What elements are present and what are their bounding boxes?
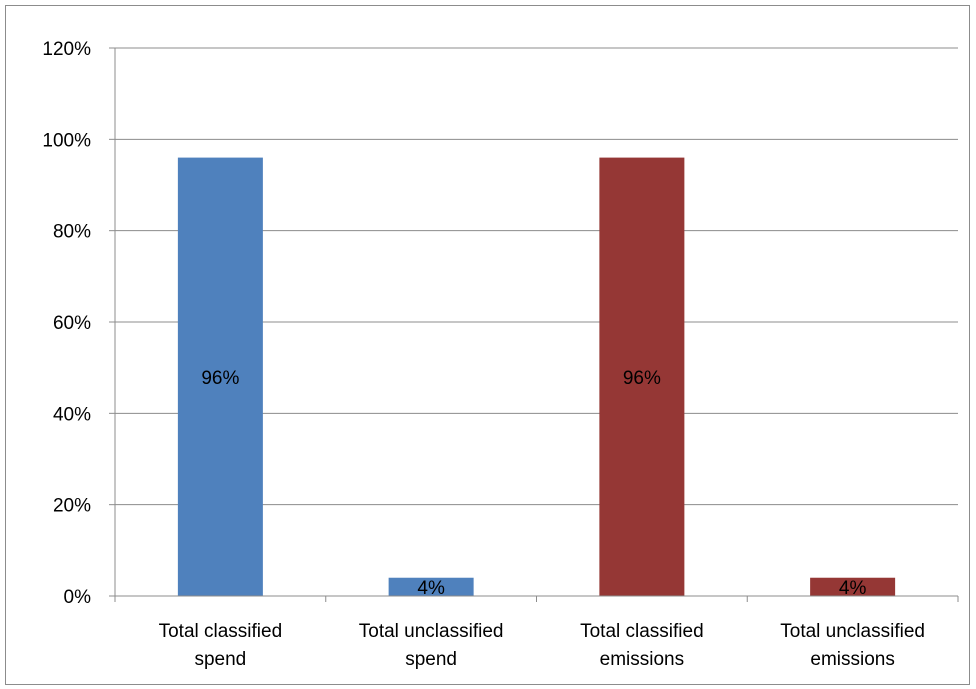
bar xyxy=(810,577,896,596)
bars xyxy=(177,157,896,596)
y-tick-label: 60% xyxy=(53,313,91,334)
category-labels: Total classified spend Total unclassified s… xyxy=(159,621,925,670)
chart-frame xyxy=(5,5,970,685)
data-label: 96% xyxy=(623,368,661,389)
category-label: Total classified spend xyxy=(159,621,283,670)
y-tick-labels: 0% 20% 40% 60% 80% 100% 120% xyxy=(42,39,91,608)
y-tick-label: 20% xyxy=(53,496,91,517)
y-tick-label: 80% xyxy=(53,222,91,243)
axes xyxy=(109,47,959,602)
category-label: Total classified emissions xyxy=(580,621,704,670)
category-label: Total unclassified spend xyxy=(359,621,504,670)
data-labels: 96% 4% 96% 4% xyxy=(201,368,866,599)
y-tick-label: 0% xyxy=(64,587,92,608)
bar xyxy=(177,157,263,596)
y-tick-label: 100% xyxy=(42,130,91,151)
bar xyxy=(599,157,685,596)
y-tick-label: 40% xyxy=(53,404,91,425)
y-tick-label: 120% xyxy=(42,39,91,60)
data-label: 4% xyxy=(417,578,445,599)
data-label: 96% xyxy=(201,368,239,389)
category-label: Total unclassified emissions xyxy=(780,621,925,670)
bar xyxy=(388,577,474,596)
data-label: 4% xyxy=(839,578,867,599)
